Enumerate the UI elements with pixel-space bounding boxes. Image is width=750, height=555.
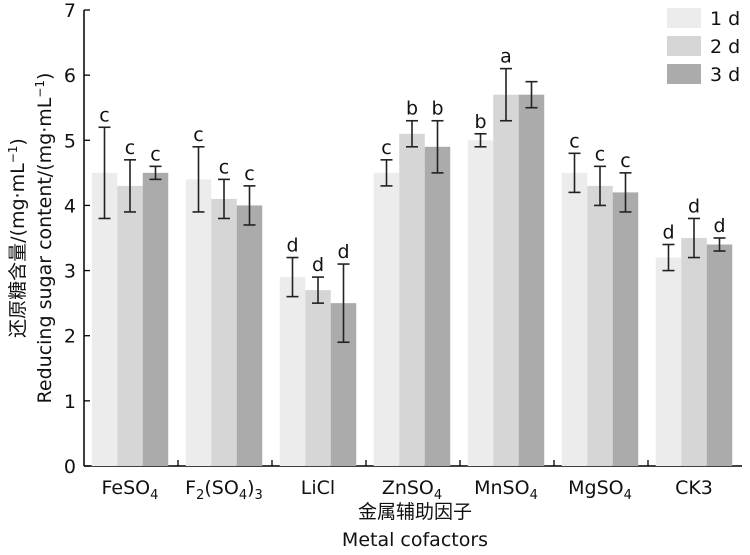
significance-label: c [150,143,160,165]
bar [561,172,588,466]
y-tick-label: 0 [64,456,76,478]
significance-label: b [474,111,486,133]
bar [655,257,682,466]
bar [279,277,306,466]
category-label-part: F [185,477,196,499]
category-label-part: 4 [624,488,632,503]
bar [467,140,494,467]
x-axis-title-en: Metal cofactors [342,529,488,551]
y-tick-label: 2 [64,326,76,348]
legend-swatch [667,8,701,28]
category-label-part: 4 [239,488,247,503]
significance-label: b [406,98,418,120]
category-label-part: FeSO [102,477,151,499]
y-axis-title-cn: 还原糖含量/(mg·mL−1) [6,138,29,338]
significance-label: c [219,156,229,178]
legend-label: 1 d [710,8,740,30]
bar [518,94,545,466]
significance-label: d [688,195,700,217]
significance-label: d [713,215,725,237]
category-label-part: MgSO [568,477,623,499]
y-tick-label: 4 [64,195,76,217]
significance-label: c [244,163,254,185]
significance-label: d [662,222,674,244]
category-label-part: (SO [204,477,238,499]
bar [185,179,212,466]
significance-label: a [500,46,512,68]
bar [211,198,237,466]
significance-label: b [431,98,443,120]
category-label: LiCl [301,477,335,499]
bar [612,192,639,466]
significance-label: c [620,150,630,172]
category-label: CK3 [675,477,713,499]
bar [493,94,519,466]
bar [399,133,425,466]
y-tick-label: 1 [64,391,76,413]
category-label: ZnSO4 [382,477,442,503]
category-label-part: ) [247,477,254,499]
category-label-part: 4 [150,488,158,503]
bar [91,172,118,466]
significance-label: c [99,104,109,126]
bar [305,290,331,466]
y-tick-label: 6 [64,65,76,87]
bar [373,172,400,466]
y-axis-title-en: Reducing sugar content/(mg·mL−1) [33,73,56,404]
category-label-part: MnSO [474,477,529,499]
bar [424,146,451,467]
bar [236,205,263,466]
category-label: MnSO4 [474,477,538,503]
bar [117,185,143,466]
bar [142,172,169,466]
significance-label: c [569,130,579,152]
significance-label: d [337,241,349,263]
bar [706,244,733,466]
category-label-part: 4 [434,488,442,503]
significance-label: c [193,124,203,146]
x-axis-title-cn: 金属辅助因子 [358,501,472,523]
legend-label: 2 d [710,36,740,58]
category-label-part: 4 [530,488,538,503]
significance-label: c [381,137,391,159]
category-label: F2(SO4)3 [185,477,263,503]
y-tick-label: 7 [64,0,76,22]
bar [587,185,613,466]
category-label: FeSO4 [102,477,159,503]
category-label: MgSO4 [568,477,632,503]
significance-label: d [312,254,324,276]
significance-label: c [595,143,605,165]
legend-swatch [667,36,701,56]
category-label-part: 3 [255,488,263,503]
legend-label: 3 d [710,64,740,86]
category-label-part: ZnSO [382,477,434,499]
y-tick-label: 5 [64,130,76,152]
significance-label: d [286,235,298,257]
legend-swatch [667,64,701,84]
category-label-part: 2 [196,488,204,503]
category-label-part: LiCl [301,477,335,499]
category-label-part: CK3 [675,477,713,499]
y-tick-label: 3 [64,261,76,283]
bar [681,238,707,466]
legend: 1 d 2 d 3 d [667,8,740,86]
significance-label: c [125,137,135,159]
